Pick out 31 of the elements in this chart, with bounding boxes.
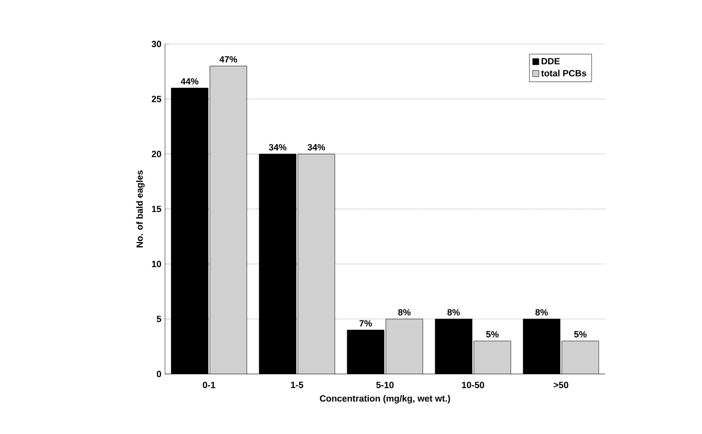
bar	[474, 340, 511, 374]
x-tick-label: 10-50	[462, 382, 484, 388]
x-tick-label: 0-1	[202, 382, 216, 388]
annotation: 5%	[574, 331, 587, 338]
bar	[298, 154, 335, 374]
annotation: 44%	[180, 78, 198, 84]
y-tick-label: 30	[152, 40, 162, 48]
y-tick-label: 10	[152, 260, 162, 268]
y-tick-label: 25	[152, 96, 162, 102]
bar	[210, 66, 247, 374]
annotation: 8%	[398, 309, 411, 316]
y-tick-label: 15	[152, 206, 162, 212]
annotation: 34%	[308, 144, 326, 150]
annotation: 5%	[486, 331, 499, 338]
y-tick-label: 5	[156, 316, 162, 322]
bar	[386, 318, 423, 374]
legend-label: total PCBs	[541, 70, 586, 76]
legend-label: DDE	[542, 58, 560, 64]
annotation: 8%	[535, 309, 548, 316]
annotation: 8%	[447, 309, 460, 316]
x-tick-label: 5-10	[376, 382, 394, 388]
bar	[562, 340, 600, 374]
y-tick-label: 0	[156, 370, 162, 378]
x-tick-label: >50	[554, 382, 568, 388]
annotation: 34%	[268, 144, 286, 150]
y-tick-label: 20	[152, 150, 162, 158]
y-axis-title: No. of bald eagles	[136, 170, 145, 248]
x-axis-title: Concentration (mg/kg, wet wt.)	[320, 395, 450, 404]
annotation: 47%	[220, 56, 238, 62]
x-tick-label: 1-5	[291, 382, 304, 388]
annotation: 7%	[360, 320, 372, 326]
